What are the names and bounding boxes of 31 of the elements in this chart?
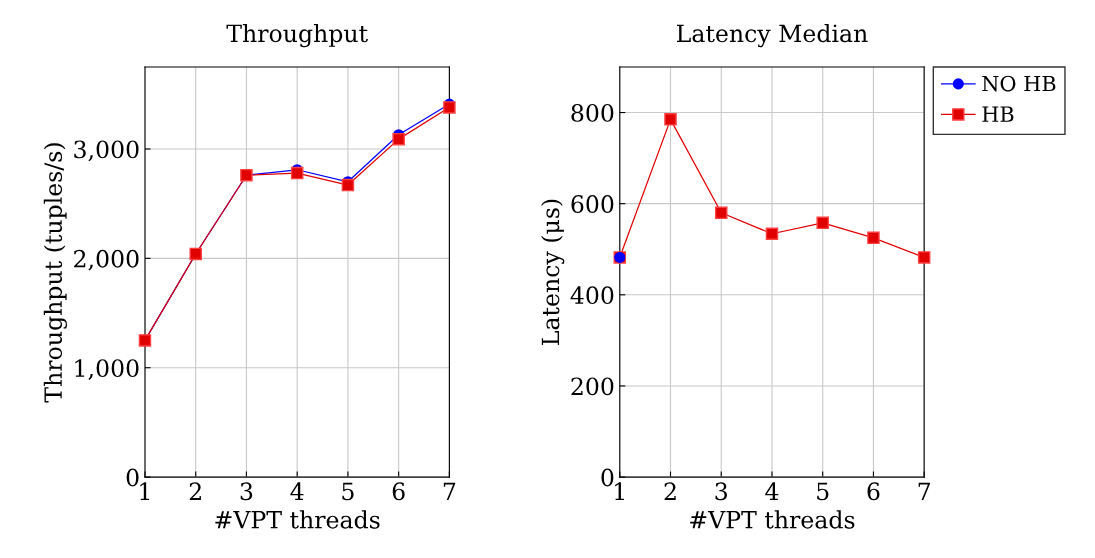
x-tick-label: 6: [867, 482, 880, 501]
x-tick-label: 7: [443, 482, 456, 500]
x-axis-title: #VPT threads: [215, 510, 380, 529]
y-axis-title: Throughput (tuples/s): [43, 143, 67, 403]
x-tick-label: 4: [765, 482, 779, 500]
y-axis-title: Latency (μs): [541, 199, 565, 345]
y-tick-label: 600: [571, 195, 614, 213]
x-tick-label: 2: [664, 482, 676, 500]
y-tick-label: 800: [571, 103, 614, 122]
x-tick-label: 3: [240, 482, 253, 501]
x-tick-label: 5: [817, 482, 829, 501]
y-tick-label: 3,000: [74, 140, 139, 162]
legend-label: NO HB: [982, 75, 1056, 92]
x-tick-label: 7: [918, 482, 930, 500]
x-tick-label: 6: [392, 482, 405, 501]
x-tick-label: 2: [189, 482, 201, 500]
y-tick-label: 0: [126, 468, 139, 487]
x-tick-label: 1: [615, 482, 624, 500]
y-tick-label: 2,000: [74, 249, 139, 271]
x-tick-label: 5: [342, 482, 354, 501]
x-axis-title: #VPT threads: [690, 510, 855, 529]
x-tick-label: 4: [290, 482, 304, 500]
y-tick-label: 0: [601, 468, 614, 487]
y-tick-label: 1,000: [75, 359, 139, 380]
y-tick-label: 200: [571, 377, 614, 396]
y-tick-label: 400: [570, 286, 614, 305]
chart-title: Latency Median: [676, 24, 868, 48]
legend-label: HB: [982, 106, 1014, 122]
x-tick-label: 3: [715, 482, 727, 501]
x-tick-label: 1: [140, 482, 150, 500]
chart-title: Throughput: [226, 24, 368, 48]
